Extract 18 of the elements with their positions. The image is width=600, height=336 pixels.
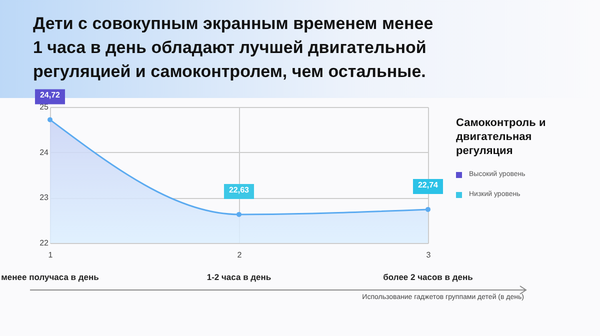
point: [48, 117, 52, 122]
y-tick-label: 25: [40, 102, 50, 112]
text: более 2 часов в день: [383, 272, 473, 282]
y-tick-label: 23: [40, 193, 50, 202]
y-tick-label: 24: [40, 148, 50, 157]
text: 22,74: [418, 180, 438, 190]
x-tick-label: 1: [48, 250, 54, 260]
text: менее получаса в день: [1, 272, 99, 282]
point: [236, 212, 242, 217]
chart-title: Дети с совокупным экранным временем менее 1 часа в день обладают лучшей двигательной регуляцией и самоконтролем, чем остальные.: [33, 13, 434, 83]
point: [426, 206, 430, 212]
text: 24,72: [40, 90, 60, 100]
text: 1-2 часа в день: [206, 272, 272, 282]
legend-title: Самоконтроль и двигательная регуляция: [456, 116, 547, 158]
x-tick-label: 2: [237, 250, 242, 260]
y-tick-label: 22: [40, 238, 50, 248]
x-tick-label: 3: [426, 250, 432, 260]
text: 22,63: [228, 185, 250, 194]
